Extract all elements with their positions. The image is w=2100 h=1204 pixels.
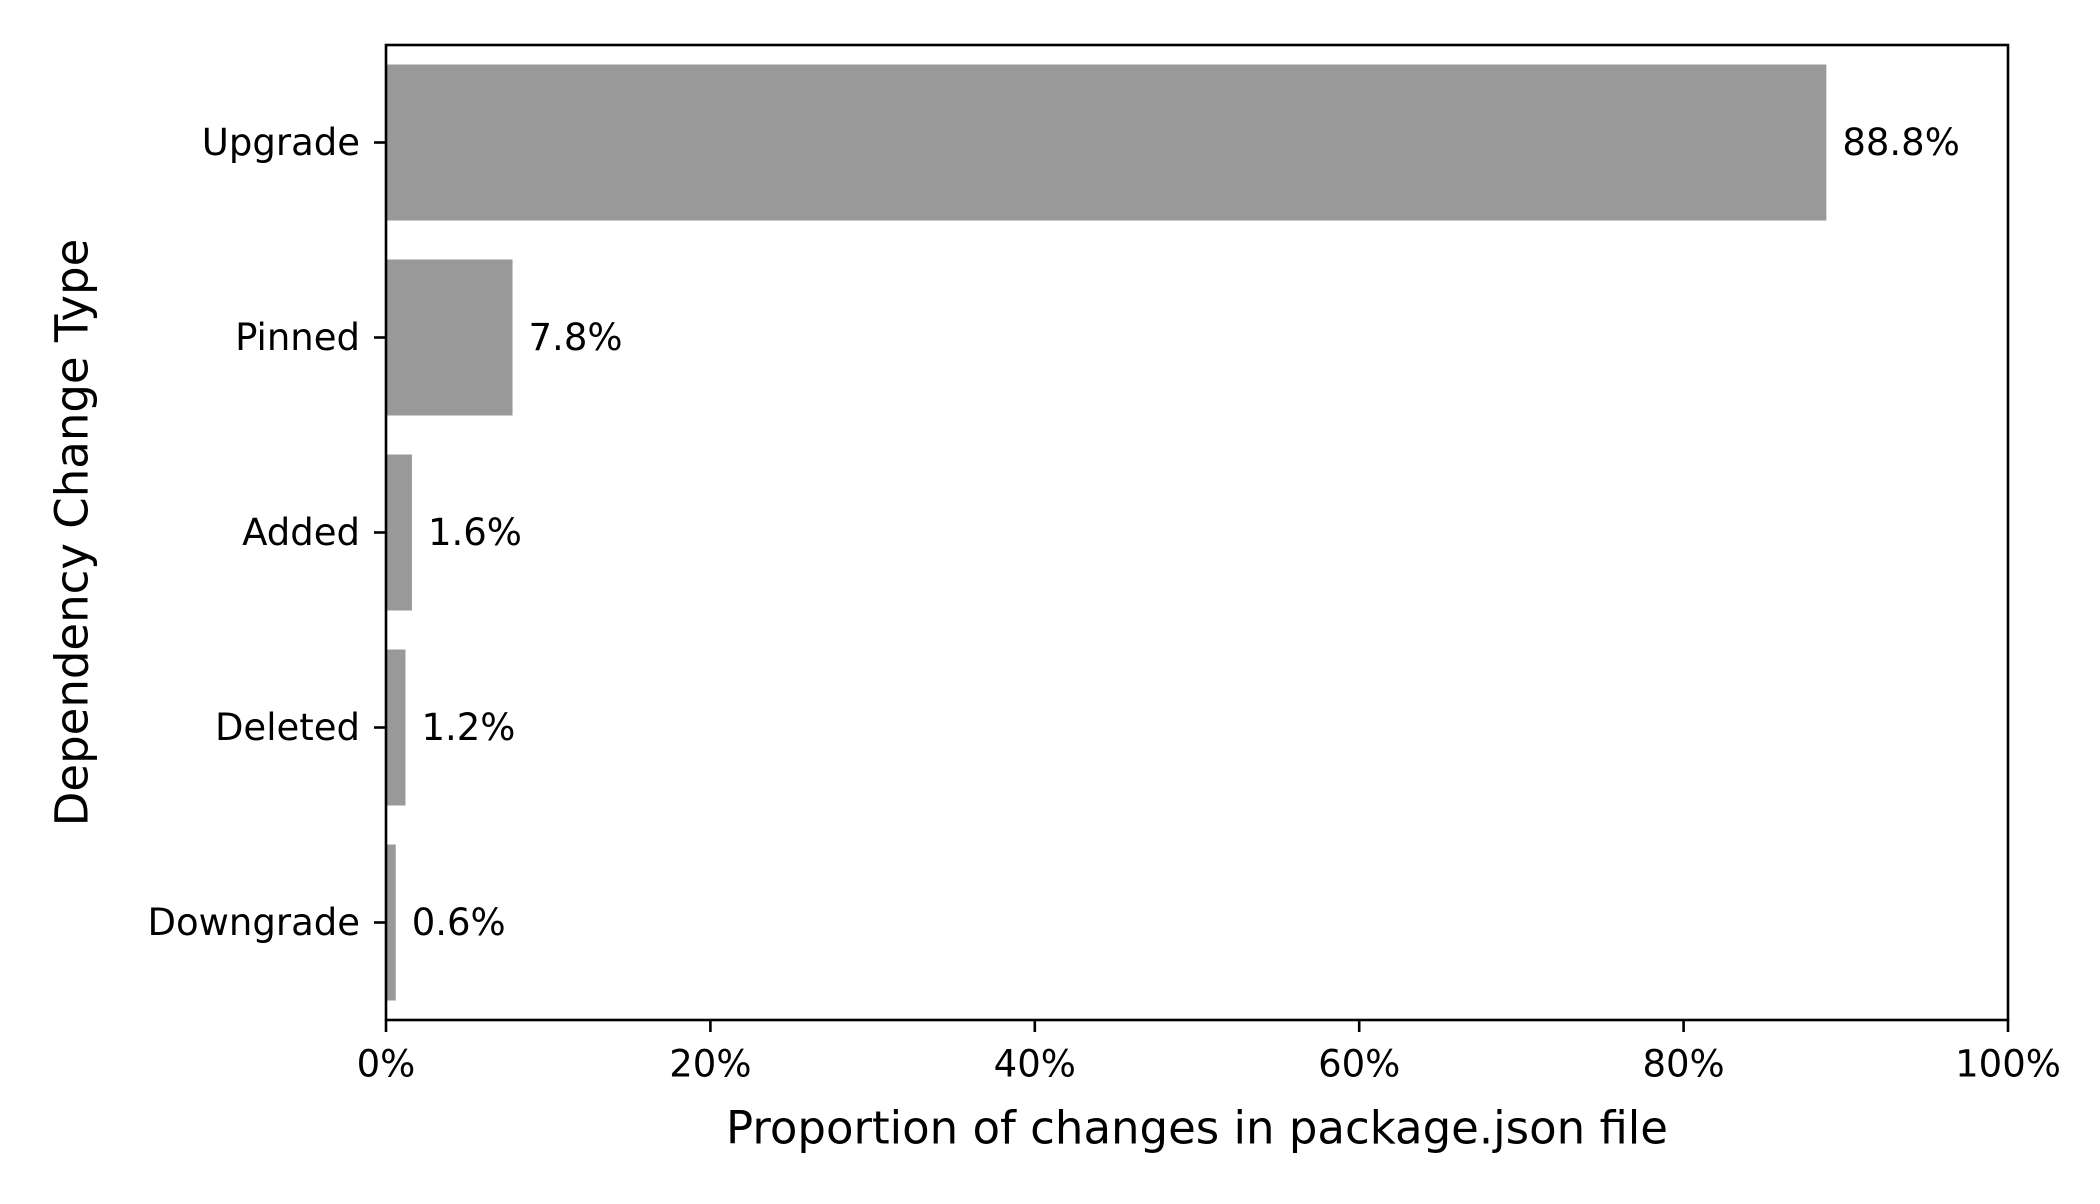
x-tick-label: 20% [669, 1043, 751, 1086]
y-tick-label-upgrade: Upgrade [202, 121, 360, 164]
y-tick-label-downgrade: Downgrade [148, 901, 360, 944]
bar-upgrade [386, 64, 1827, 221]
x-tick-label: 40% [994, 1043, 1076, 1086]
y-tick-label-added: Added [242, 511, 360, 554]
bar-pinned [386, 259, 513, 416]
value-label-upgrade: 88.8% [1842, 121, 1960, 164]
x-tick-label: 100% [1955, 1043, 2061, 1086]
value-label-deleted: 1.2% [421, 706, 515, 749]
bars-layer [386, 64, 1827, 1001]
bar-added [386, 454, 412, 611]
value-label-added: 1.6% [428, 511, 522, 554]
value-labels-layer: 88.8% 7.8% 1.6% 1.2% 0.6% [412, 121, 1960, 944]
x-tick-label: 80% [1642, 1043, 1724, 1086]
bar-deleted [386, 649, 406, 806]
value-label-pinned: 7.8% [529, 316, 623, 359]
y-axis: Upgrade Pinned Added Deleted Downgrade [148, 121, 386, 944]
x-tick-label: 0% [357, 1043, 416, 1086]
value-label-downgrade: 0.6% [412, 901, 506, 944]
x-tick-label: 60% [1318, 1043, 1400, 1086]
x-axis: 0% 20% 40% 60% 80% 100% [357, 1020, 2061, 1086]
bar-downgrade [386, 844, 396, 1001]
y-tick-label-deleted: Deleted [215, 706, 360, 749]
x-axis-title: Proportion of changes in package.json fi… [726, 1102, 1668, 1155]
y-axis-title: Dependency Change Type [46, 239, 99, 827]
y-tick-label-pinned: Pinned [235, 316, 360, 359]
